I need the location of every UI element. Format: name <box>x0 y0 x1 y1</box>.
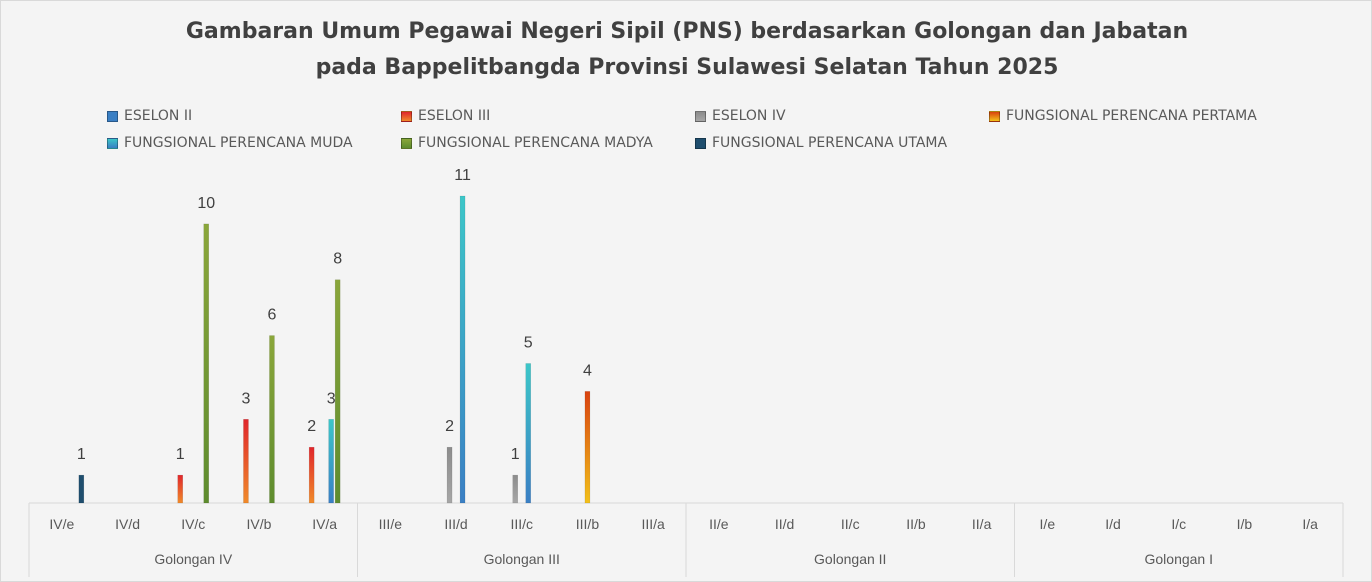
legend-swatch <box>107 110 118 122</box>
x-tick-label: I/e <box>1040 516 1056 532</box>
x-tick-label: I/d <box>1105 516 1121 532</box>
data-label: 2 <box>445 418 454 435</box>
legend-swatch <box>401 137 412 149</box>
bar <box>78 474 85 504</box>
data-label: 1 <box>77 446 86 463</box>
x-tick-label: II/a <box>972 516 992 532</box>
data-label: 8 <box>333 251 342 268</box>
bar <box>308 446 315 504</box>
legend-item: FUNGSIONAL PERENCANA UTAMA <box>695 135 947 151</box>
x-tick-label: IV/b <box>246 516 271 532</box>
legend-label: FUNGSIONAL PERENCANA MADYA <box>418 135 653 151</box>
x-tick-label: II/b <box>906 516 926 532</box>
legend-swatch <box>695 137 706 149</box>
legend-label: ESELON II <box>124 108 193 124</box>
legend-item: ESELON IV <box>695 108 786 124</box>
bar <box>328 419 334 504</box>
x-tick-label: II/c <box>841 516 860 532</box>
legend-swatch <box>401 110 412 122</box>
group-label: Golongan II <box>814 551 886 567</box>
legend-swatch <box>989 110 1000 122</box>
bar <box>334 279 341 504</box>
data-label: 6 <box>267 307 276 324</box>
legend-item: FUNGSIONAL PERENCANA MADYA <box>401 135 653 151</box>
legend-label: ESELON III <box>418 108 491 124</box>
x-tick-label: IV/a <box>312 516 337 532</box>
data-label: 3 <box>241 390 250 407</box>
data-label: 3 <box>327 390 336 407</box>
legend-swatch <box>107 137 118 149</box>
x-tick-label: I/a <box>1302 516 1318 532</box>
x-tick-label: I/b <box>1237 516 1253 532</box>
data-label: 4 <box>583 362 592 379</box>
bar <box>203 223 209 504</box>
data-label: 1 <box>176 446 185 463</box>
chart-title-line-2: pada Bappelitbangda Provinsi Sulawesi Se… <box>315 55 1059 80</box>
x-tick-label: III/c <box>510 516 533 532</box>
legend-label: FUNGSIONAL PERENCANA PERTAMA <box>1006 108 1257 124</box>
group-label: Golongan IV <box>154 551 232 567</box>
group-label: Golongan III <box>484 551 560 567</box>
bar <box>269 335 275 504</box>
x-tick-label: III/a <box>641 516 665 532</box>
legend-item: ESELON III <box>401 108 490 124</box>
x-tick-label: I/c <box>1171 516 1186 532</box>
x-tick-label: II/d <box>775 516 794 532</box>
group-label: Golongan I <box>1145 551 1214 567</box>
bar <box>525 363 531 504</box>
x-tick-label: IV/c <box>181 516 205 532</box>
data-label: 10 <box>197 195 215 212</box>
legend-label: FUNGSIONAL PERENCANA UTAMA <box>712 135 948 151</box>
bar <box>243 419 249 504</box>
data-label: 1 <box>511 446 520 463</box>
x-tick-label: IV/d <box>115 516 140 532</box>
legend-swatch <box>695 110 706 122</box>
x-tick-label: IV/e <box>49 516 74 532</box>
legend-item: FUNGSIONAL PERENCANA MUDA <box>107 135 353 151</box>
x-tick-label: III/d <box>444 516 467 532</box>
bar <box>584 391 591 504</box>
x-tick-label: III/e <box>379 516 403 532</box>
legend-item: FUNGSIONAL PERENCANA PERTAMA <box>989 108 1257 124</box>
x-tick-label: III/b <box>576 516 600 532</box>
legend-item: ESELON II <box>107 108 192 124</box>
bar <box>459 195 466 504</box>
bar <box>446 446 453 504</box>
x-tick-label: II/e <box>709 516 729 532</box>
data-label: 5 <box>524 334 533 351</box>
legend-label: FUNGSIONAL PERENCANA MUDA <box>124 135 353 151</box>
data-label: 2 <box>307 418 316 435</box>
bar <box>177 474 183 504</box>
bar <box>512 474 518 504</box>
chart-title-line-1: Gambaran Umum Pegawai Negeri Sipil (PNS)… <box>185 19 1189 44</box>
legend-label: ESELON IV <box>712 108 786 124</box>
data-label: 11 <box>454 167 471 184</box>
